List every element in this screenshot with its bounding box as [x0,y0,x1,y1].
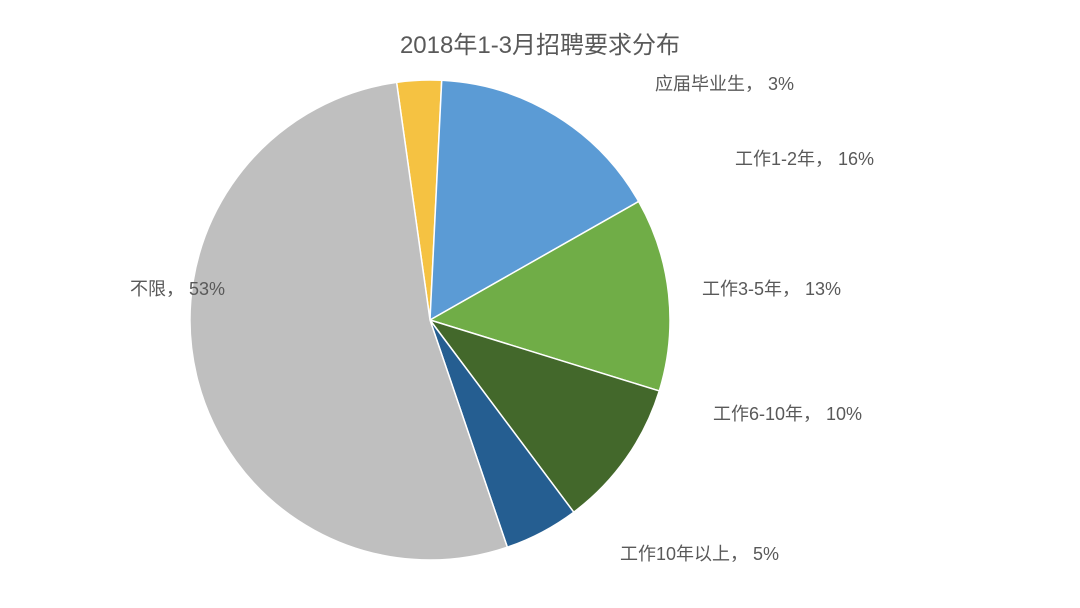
slice-label: 工作10年以上， 5% [620,540,779,566]
pie-chart [190,70,670,575]
slice-label: 工作6-10年， 10% [713,400,862,426]
slice-label: 不限， 53% [130,275,225,301]
chart-title: 2018年1-3月招聘要求分布 [0,25,1080,60]
slice-label: 应届毕业生， 3% [655,70,794,96]
slice-label: 工作3-5年， 13% [702,275,841,301]
slice-label: 工作1-2年， 16% [735,145,874,171]
